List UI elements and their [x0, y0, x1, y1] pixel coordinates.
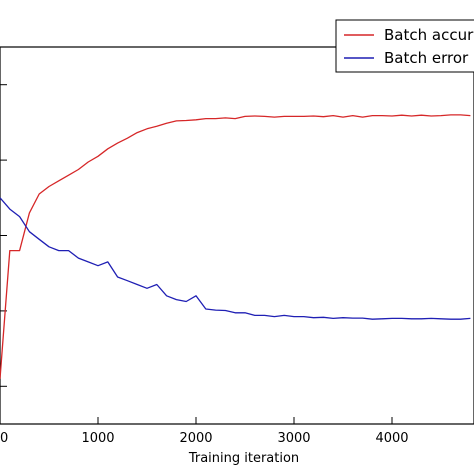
plot-area	[0, 46, 474, 425]
x-axis-label: Training iteration	[188, 451, 299, 466]
series-lines	[0, 114, 471, 379]
x-tick-label: 3000	[277, 431, 310, 446]
x-axis-ticks: 0 1000 2000 3000 4000	[0, 417, 409, 446]
series-line-batch-accuracy	[0, 114, 471, 379]
legend-label-batch-accuracy: Batch accuracy	[384, 26, 474, 44]
series-line-batch-error	[0, 197, 471, 320]
legend-box	[335, 19, 474, 73]
x-tick-label: 0	[0, 431, 8, 446]
legend: Batch accuracy Batch error	[335, 19, 474, 73]
x-tick-label: 4000	[375, 431, 408, 446]
x-tick-label: 1000	[81, 431, 114, 446]
x-tick-label: 2000	[179, 431, 212, 446]
legend-label-batch-error: Batch error	[384, 49, 469, 67]
